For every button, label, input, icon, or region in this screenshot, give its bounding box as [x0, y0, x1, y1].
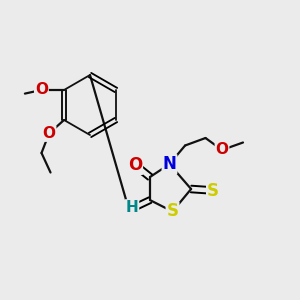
- Text: S: S: [167, 202, 178, 220]
- Text: O: O: [43, 126, 56, 141]
- Text: S: S: [207, 182, 219, 200]
- Text: O: O: [128, 156, 142, 174]
- Text: N: N: [163, 155, 176, 173]
- Text: O: O: [215, 142, 229, 158]
- Text: H: H: [126, 200, 138, 215]
- Text: O: O: [35, 82, 48, 98]
